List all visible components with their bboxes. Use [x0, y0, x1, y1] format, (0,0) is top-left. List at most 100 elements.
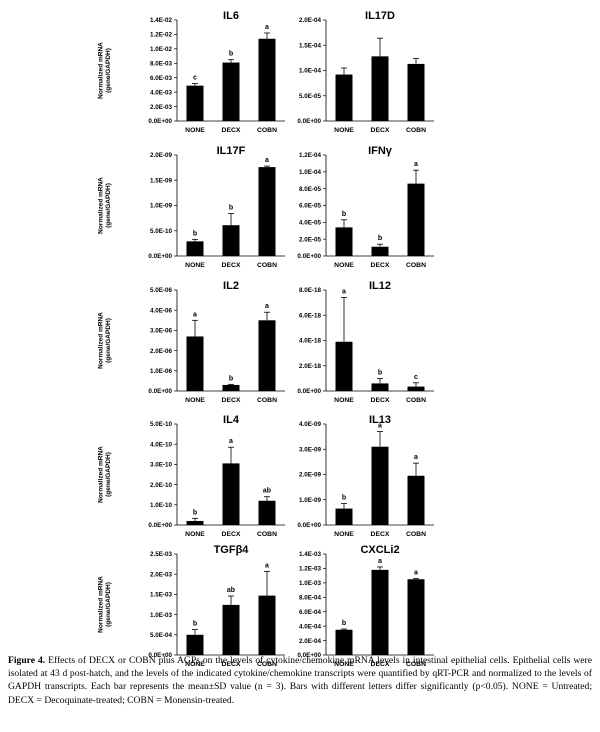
chart-tgf4: TGFβ4 Normalized mRNA(gene/GAPDH) 0.0E+00 5…	[97, 544, 285, 668]
significance-letter: b	[342, 495, 346, 502]
significance-letter: b	[342, 620, 346, 627]
bar-cobn	[258, 38, 276, 121]
bar-none	[186, 634, 204, 655]
chart-il12: IL12 0.0E+00 2.0E-18 4.0E-18 6.0E-18 8.0E-18 a…	[297, 280, 434, 404]
y-tick-label: 2.0E-04	[299, 638, 322, 645]
y-tick-label: 6.0E-18	[299, 312, 322, 319]
significance-letter: a	[265, 303, 269, 310]
x-tick-label: COBN	[406, 531, 426, 538]
bar-cobn	[407, 475, 425, 525]
y-tick-label: 0.0E+00	[148, 388, 172, 395]
x-tick-label: NONE	[185, 531, 205, 538]
y-axis-label: Normalized mRNA(gene/GAPDH)	[97, 446, 112, 503]
bar-none	[335, 74, 353, 121]
y-axis-label-line: Normalized mRNA	[97, 446, 104, 503]
chart-cxcli2: CXCLi2 0.0E+00 2.0E-04 4.0E-04 6.0E-04 8.0E-0…	[297, 544, 434, 668]
chart-title: IL17F	[217, 145, 246, 157]
y-tick-label: 4.0E-09	[299, 421, 322, 428]
bar-cobn	[407, 183, 425, 256]
significance-letter: b	[342, 211, 346, 218]
y-tick-label: 0.0E+00	[148, 253, 172, 260]
x-tick-label: COBN	[406, 127, 426, 134]
x-tick-label: NONE	[334, 397, 354, 404]
y-tick-label: 2.0E-03	[150, 571, 173, 578]
x-tick-label: NONE	[334, 262, 354, 269]
y-axis-label-line: (gene/GAPDH)	[105, 318, 112, 363]
y-tick-label: 5.0E-04	[150, 632, 173, 639]
y-tick-label: 3.0E-06	[150, 328, 173, 335]
x-tick-label: COBN	[257, 127, 277, 134]
significance-letter: a	[378, 423, 382, 430]
bar-none	[186, 241, 204, 256]
bar-decx	[371, 569, 389, 655]
y-axis-label-line: Normalized mRNA	[97, 42, 104, 99]
chart-ifn: IFNγ 0.0E+00 2.0E-05 4.0E-05 6.0E-05 8.0E-05 1…	[297, 145, 434, 269]
x-tick-label: NONE	[334, 531, 354, 538]
bar-none	[186, 85, 204, 121]
y-axis-label-line: (gene/GAPDH)	[105, 452, 112, 497]
y-tick-label: 0.0E+00	[148, 522, 172, 529]
y-tick-label: 6.0E-04	[299, 609, 322, 616]
y-tick-label: 3.0E-10	[150, 462, 173, 469]
bar-none	[335, 341, 353, 391]
significance-letter: a	[342, 289, 346, 296]
chart-grid: IL6 Normalized mRNA(gene/GAPDH) 0.0E+00 2.0…	[97, 10, 434, 668]
y-tick-label: 5.0E-05	[299, 93, 322, 100]
y-tick-label: 4.0E-10	[150, 441, 173, 448]
chart-title: IL2	[223, 280, 239, 292]
y-tick-label: 1.5E-03	[150, 592, 173, 599]
significance-letter: a	[414, 570, 418, 577]
chart-il17d: IL17D 0.0E+00 5.0E-05 1.0E-04 1.5E-04 2.0E-04…	[297, 10, 434, 134]
y-tick-label: 4.0E-04	[299, 623, 322, 630]
y-axis-label: Normalized mRNA(gene/GAPDH)	[97, 42, 112, 99]
bar-decx	[222, 62, 240, 121]
significance-letter: a	[265, 157, 269, 164]
bar-decx	[222, 384, 240, 391]
bar-decx	[222, 463, 240, 525]
y-tick-label: 1.4E-02	[150, 17, 173, 24]
y-tick-label: 4.0E-06	[150, 307, 173, 314]
figure-caption-text: Effects of DECX or COBN plus AGPs on the…	[8, 655, 592, 706]
x-tick-label: DECX	[371, 661, 390, 668]
x-tick-label: COBN	[406, 262, 426, 269]
y-axis-label: Normalized mRNA(gene/GAPDH)	[97, 312, 112, 369]
y-axis-label-line: (gene/GAPDH)	[105, 582, 112, 627]
significance-letter: a	[414, 161, 418, 168]
x-tick-label: NONE	[185, 661, 205, 668]
bar-cobn	[407, 386, 425, 391]
y-tick-label: 1.0E-03	[299, 580, 322, 587]
x-tick-label: DECX	[222, 531, 241, 538]
x-tick-label: DECX	[371, 397, 390, 404]
x-tick-label: COBN	[257, 531, 277, 538]
y-tick-label: 2.0E-09	[299, 472, 322, 479]
x-tick-label: COBN	[406, 661, 426, 668]
bar-cobn	[258, 500, 276, 525]
x-tick-label: COBN	[406, 397, 426, 404]
y-tick-label: 2.0E-10	[150, 482, 173, 489]
chart-title: CXCLi2	[360, 544, 399, 556]
y-axis-label-line: Normalized mRNA	[97, 177, 104, 234]
bar-cobn	[258, 320, 276, 391]
significance-letter: a	[229, 438, 233, 445]
y-axis-label: Normalized mRNA(gene/GAPDH)	[97, 576, 112, 633]
bar-cobn	[258, 595, 276, 655]
y-tick-label: 2.5E-03	[150, 551, 173, 558]
y-tick-label: 2.0E-09	[150, 152, 173, 159]
y-tick-label: 4.0E-03	[150, 89, 173, 96]
chart-il17f: IL17F Normalized mRNA(gene/GAPDH) 0.0E+00 5…	[97, 145, 285, 269]
bar-decx	[371, 246, 389, 256]
x-tick-label: NONE	[185, 397, 205, 404]
chart-title: IL12	[369, 280, 391, 292]
bar-none	[335, 629, 353, 655]
bar-none	[186, 520, 204, 525]
chart-il13: IL13 0.0E+00 1.0E-09 2.0E-09 3.0E-09 4.0E-09 b…	[297, 414, 434, 538]
bar-decx	[222, 604, 240, 655]
y-tick-label: 2.0E-05	[299, 236, 322, 243]
x-tick-label: NONE	[334, 127, 354, 134]
y-tick-label: 4.0E-18	[299, 338, 322, 345]
figure-label: Figure 4.	[8, 655, 46, 666]
y-tick-label: 1.0E-09	[150, 203, 173, 210]
y-tick-label: 0.0E+00	[148, 118, 172, 125]
significance-letter: b	[193, 509, 197, 516]
y-tick-label: 1.0E-02	[150, 46, 173, 53]
